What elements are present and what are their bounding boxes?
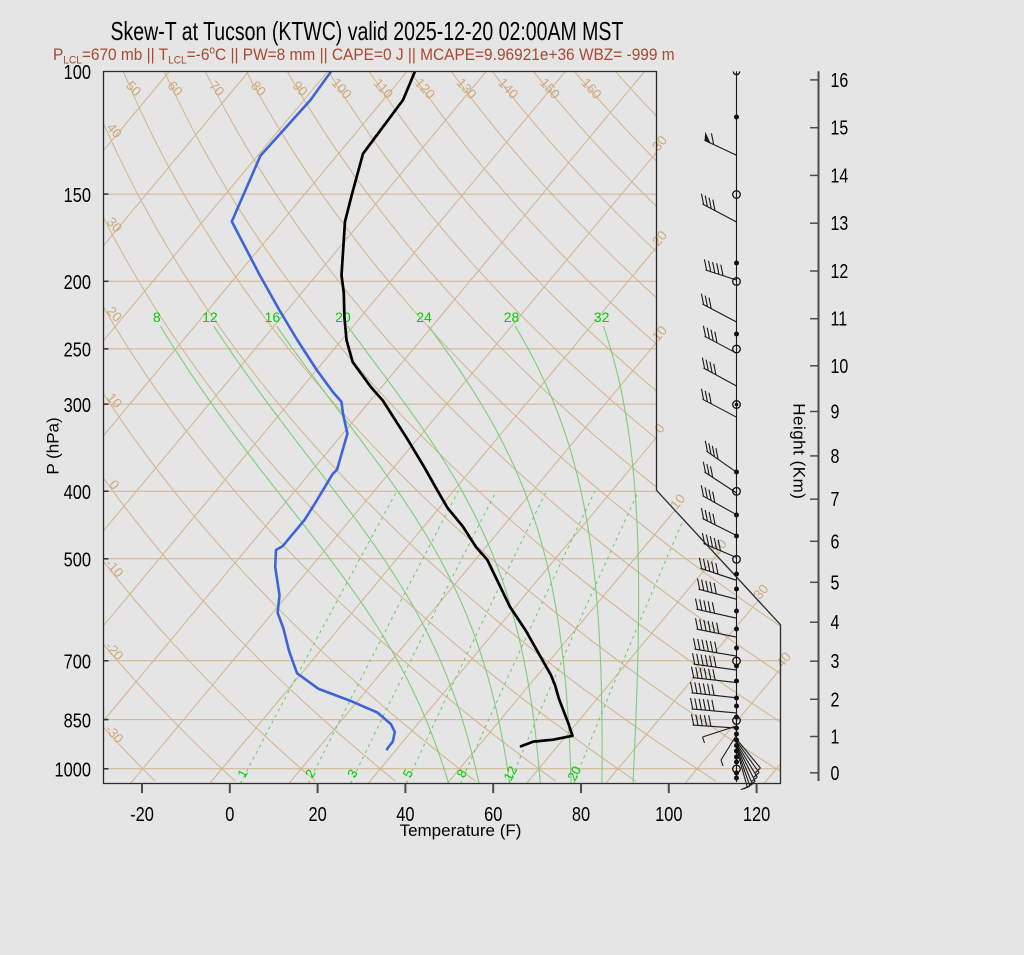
svg-text:500: 500	[64, 548, 91, 571]
svg-text:20: 20	[649, 228, 670, 249]
svg-text:8: 8	[831, 445, 840, 467]
svg-text:8: 8	[153, 309, 161, 325]
svg-text:12: 12	[202, 309, 218, 325]
svg-text:9: 9	[831, 401, 840, 423]
svg-text:Temperature (F): Temperature (F)	[400, 821, 522, 840]
svg-text:60: 60	[165, 78, 186, 99]
svg-text:1: 1	[831, 726, 840, 748]
svg-text:20: 20	[308, 802, 326, 825]
svg-text:2: 2	[831, 689, 840, 711]
svg-text:300: 300	[64, 393, 91, 416]
svg-text:5: 5	[831, 572, 840, 594]
svg-text:80: 80	[572, 802, 590, 825]
svg-text:-20: -20	[130, 802, 154, 825]
svg-text:13: 13	[831, 213, 849, 235]
svg-text:200: 200	[64, 270, 91, 293]
svg-text:10: 10	[831, 355, 849, 377]
svg-text:40: 40	[773, 649, 794, 670]
svg-text:100: 100	[655, 802, 682, 825]
svg-text:0: 0	[831, 762, 840, 784]
svg-text:16: 16	[265, 309, 281, 325]
svg-text:20: 20	[335, 309, 351, 325]
svg-text:30: 30	[649, 133, 670, 154]
svg-text:70: 70	[206, 78, 227, 99]
svg-text:10: 10	[649, 323, 670, 344]
svg-text:400: 400	[64, 480, 91, 503]
svg-text:80: 80	[248, 78, 269, 99]
svg-text:50: 50	[123, 78, 144, 99]
svg-text:24: 24	[416, 309, 432, 325]
svg-text:150: 150	[64, 183, 91, 206]
svg-text:1000: 1000	[55, 758, 91, 781]
svg-text:0: 0	[225, 802, 234, 825]
svg-text:100: 100	[64, 60, 91, 83]
svg-text:14: 14	[831, 165, 849, 187]
svg-text:90: 90	[289, 78, 310, 99]
svg-text:6: 6	[831, 531, 840, 553]
svg-text:Height (Km): Height (Km)	[790, 403, 809, 499]
svg-text:700: 700	[64, 650, 91, 673]
svg-text:250: 250	[64, 338, 91, 361]
svg-text:28: 28	[504, 309, 520, 325]
svg-text:20: 20	[564, 763, 584, 783]
svg-text:60: 60	[484, 802, 502, 825]
svg-text:16: 16	[831, 69, 849, 91]
svg-text:11: 11	[831, 308, 848, 330]
svg-text:4: 4	[831, 612, 840, 634]
svg-text:12: 12	[500, 763, 520, 783]
svg-text:32: 32	[594, 309, 610, 325]
svg-text:Skew-T at Tucson (KTWC) valid: Skew-T at Tucson (KTWC) valid 2025-12-20…	[111, 16, 624, 45]
svg-text:3: 3	[831, 651, 840, 673]
svg-text:15: 15	[831, 117, 849, 139]
svg-text:7: 7	[831, 489, 840, 511]
svg-text:120: 120	[743, 802, 770, 825]
svg-text:40: 40	[396, 802, 414, 825]
svg-text:850: 850	[64, 709, 91, 732]
svg-text:P (hPa): P (hPa)	[44, 417, 63, 474]
svg-text:12: 12	[831, 260, 849, 282]
svg-text:PLCL=670 mb || TLCL=-6oC || PW: PLCL=670 mb || TLCL=-6oC || PW=8 mm || C…	[53, 44, 675, 66]
